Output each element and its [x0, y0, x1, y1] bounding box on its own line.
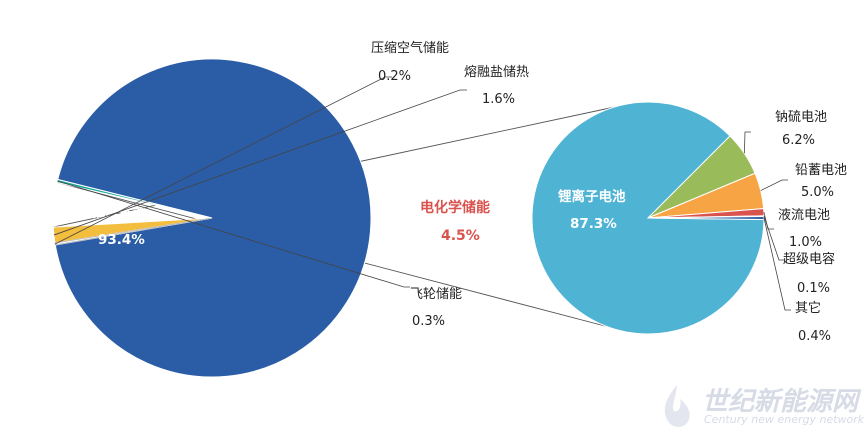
watermark: 世纪新能源网 Century new energy network [656, 375, 864, 435]
label-detail-name-5: 其它 [795, 300, 821, 316]
label-main-value: 93.4% [98, 232, 145, 248]
watermark-name: 世纪新能源网 [702, 387, 859, 417]
main-slice-0 [54, 58, 372, 378]
leader-detail-5 [763, 217, 791, 311]
leader-flywheel [57, 180, 410, 288]
label-detail-name-4: 超级电容 [783, 251, 835, 267]
label-detail-name-1: 钠硫电池 [775, 110, 827, 125]
leader-detail-2 [760, 179, 788, 191]
label-molten-salt-value: 1.6% [482, 92, 515, 107]
label-compressed-air-value: 0.2% [378, 69, 411, 84]
label-detail-value-2: 5.0% [801, 185, 834, 200]
leader-molten-salt [53, 89, 467, 236]
label-compressed-air-name: 压缩空气储能 [371, 40, 449, 56]
main-pie [52, 58, 372, 378]
leader-detail-1 [743, 131, 751, 154]
label-detail-value-4: 0.1% [797, 281, 830, 296]
label-detail-value-5: 0.4% [798, 329, 831, 344]
label-flywheel-value: 0.3% [412, 314, 445, 329]
label-detail-name-3: 液流电池 [778, 208, 830, 223]
label-detail-value-1: 6.2% [782, 133, 815, 148]
label-detail-name-2: 铅蓄电池 [795, 163, 847, 178]
label-flywheel-name: 飞轮储能 [410, 287, 462, 302]
label-lithium-name: 锂离子电池 [558, 188, 626, 205]
label-detail-value-3: 1.0% [789, 235, 822, 250]
label-electrochem-name: 电化学储能 [420, 199, 490, 216]
watermark-subtitle: Century new energy network [704, 413, 865, 426]
leader-detail-4 [763, 216, 785, 261]
flame-logo-icon [664, 385, 690, 427]
main-slice-outline [54, 217, 213, 246]
label-molten-salt-name: 熔融盐储热 [464, 65, 529, 80]
label-electrochem-value: 4.5% [441, 228, 480, 244]
leader-compressed-air [54, 76, 392, 245]
label-lithium-value: 87.3% [570, 216, 617, 232]
detail-pie [531, 101, 765, 335]
